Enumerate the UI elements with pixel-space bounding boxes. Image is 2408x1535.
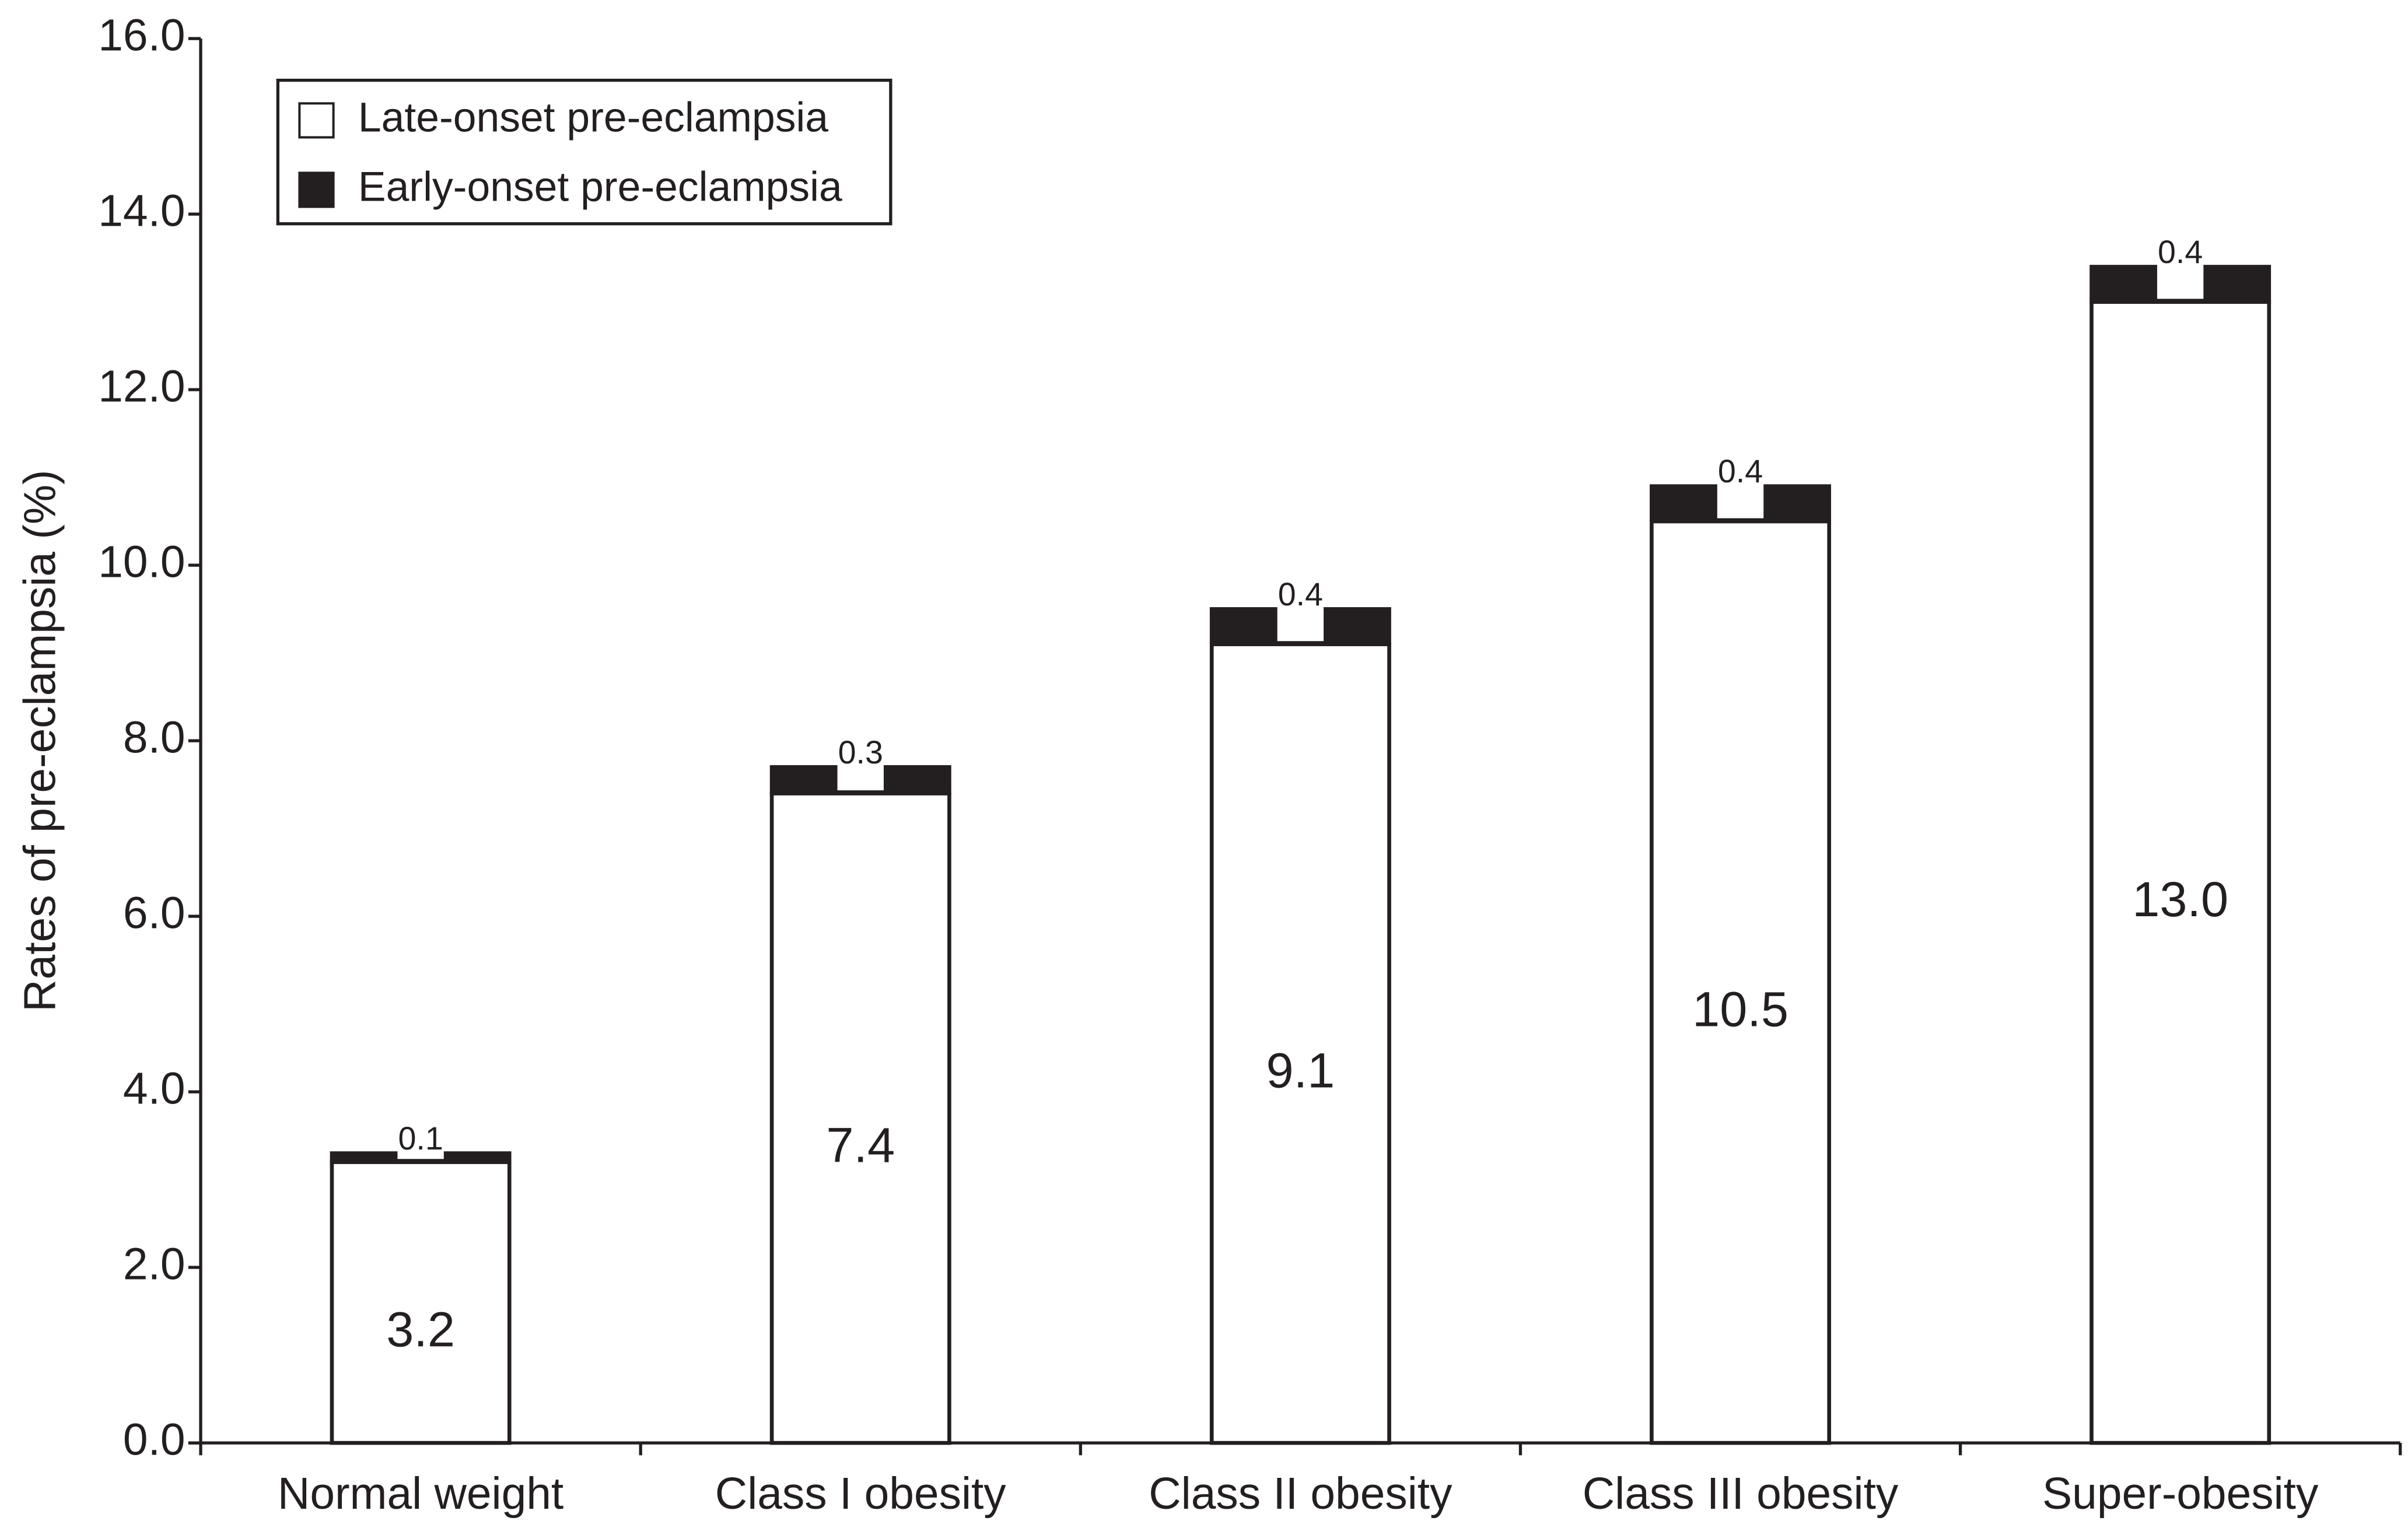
legend-swatch [298, 102, 335, 139]
bar-segment [1209, 642, 1391, 1445]
x-tick-label: Class III obesity [1583, 1469, 1899, 1519]
value-label: 0.4 [2158, 234, 2203, 270]
x-tick-label: Class I obesity [715, 1469, 1006, 1519]
value-label: 7.4 [826, 1117, 895, 1173]
bar-segment [769, 791, 951, 1445]
y-tick-label: 16.0 [98, 10, 185, 60]
value-label: 0.4 [1278, 576, 1323, 612]
bar-segment [330, 1160, 512, 1445]
y-tick-label: 6.0 [123, 888, 186, 938]
bar-segment [2090, 300, 2272, 1445]
legend-label: Early-onset pre-eclampsia [358, 163, 842, 210]
y-tick-label: 14.0 [98, 186, 185, 236]
label-gap [837, 762, 884, 791]
label-gap [1717, 481, 1764, 518]
x-tick-label: Class II obesity [1149, 1469, 1452, 1519]
label-gap [2157, 262, 2204, 299]
legend-swatch [298, 171, 335, 208]
value-label: 13.0 [2132, 871, 2228, 927]
y-axis-label: Rates of pre-eclampsia (%) [15, 469, 65, 1011]
bar-segment [1650, 519, 1831, 1445]
legend-box [276, 78, 892, 226]
value-label: 3.2 [386, 1302, 455, 1357]
y-tick-label: 0.0 [123, 1415, 186, 1464]
y-tick-label: 4.0 [123, 1064, 186, 1113]
legend-label: Late-onset pre-eclampsia [358, 94, 828, 141]
value-label: 9.1 [1266, 1043, 1335, 1098]
value-label: 0.1 [398, 1120, 443, 1156]
y-tick-label: 10.0 [98, 537, 185, 587]
y-tick-label: 2.0 [123, 1239, 186, 1289]
y-tick-label: 8.0 [123, 713, 186, 762]
label-gap [397, 1148, 444, 1159]
value-label: 10.5 [1692, 981, 1788, 1036]
x-tick-label: Super-obesity [2042, 1469, 2319, 1519]
value-label: 0.3 [838, 734, 883, 770]
x-tick-label: Normal weight [278, 1469, 564, 1519]
label-gap [1277, 604, 1324, 642]
value-label: 0.4 [1718, 453, 1763, 489]
y-tick-label: 12.0 [98, 362, 185, 411]
